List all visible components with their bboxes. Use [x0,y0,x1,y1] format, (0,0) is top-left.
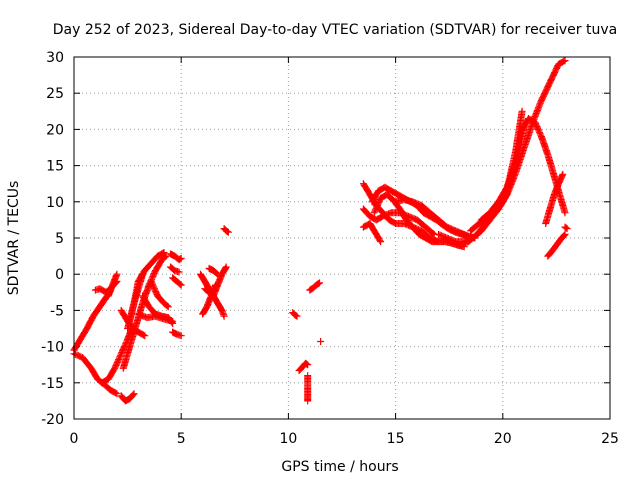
y-tick-label: -15 [41,376,64,392]
y-tick-label: 20 [46,122,64,138]
series-track-04 [98,325,136,387]
series-track-22 [220,225,232,236]
data-point-marks [220,225,232,236]
data-point-marks [317,338,325,345]
series-track-24 [295,359,312,374]
plot-frame [73,56,611,420]
series-track-39 [542,170,567,227]
tick-labels: 0 5 10 15 20 25 -20 -15 -10 -5 0 5 10 15 20 25 30 [41,50,619,447]
data-point-marks [104,270,121,300]
data-point-marks [167,263,183,276]
series-track-12 [139,292,177,327]
series-track-41 [561,223,571,233]
y-tick-label: -5 [50,303,64,319]
grid-lines [74,57,610,419]
series-track-21 [205,264,222,278]
series-track-26 [306,279,323,294]
x-tick-label: 25 [601,431,619,447]
data-point-marks [98,325,136,387]
y-tick-label: -20 [41,412,64,428]
data-point-marks [359,220,385,246]
y-tick-label: 30 [46,50,64,66]
data-point-marks [306,279,323,294]
y-tick-label: 25 [46,86,64,102]
data-point-marks [289,309,301,320]
series-track-10 [126,270,147,325]
y-tick-label: 0 [55,267,64,283]
series-track-14 [167,250,185,264]
series-track-37 [477,122,528,224]
data-point-marks [205,264,222,278]
series-track-05 [104,270,121,300]
series-track-15 [167,263,183,276]
data-point-marks [117,390,138,405]
series-track-17 [169,328,185,340]
data-point-marks [295,359,312,374]
x-tick-label: 10 [279,431,297,447]
data-point-marks [544,230,569,260]
series-track-33 [392,196,477,242]
y-tick-label: -10 [41,340,64,356]
series-track-13 [147,277,172,311]
x-tick-label: 5 [177,431,186,447]
data-point-marks [392,196,477,242]
x-axis-title: GPS time / hours [281,459,398,475]
data-point-marks [542,170,567,227]
y-axis-title: SDTVAR / TECUs [6,181,22,296]
series-track-30 [359,220,385,246]
series-track-23 [289,309,301,320]
data-point-marks [147,277,172,311]
x-tick-label: 0 [70,431,79,447]
data-point-marks [139,292,177,327]
data-point-marks [169,274,185,289]
chart-title: Day 252 of 2023, Sidereal Day-to-day VTE… [53,22,617,38]
y-tick-label: 5 [55,231,64,247]
data-points [70,57,571,405]
series-track-06 [117,390,138,405]
data-point-marks [169,328,185,340]
data-point-marks [70,287,114,354]
x-tick-label: 15 [387,431,405,447]
series-track-25 [304,372,312,405]
y-tick-label: 10 [46,195,64,211]
data-point-marks [201,263,230,300]
series-track-20 [201,263,230,300]
series-track-40 [544,230,569,260]
series-track-01 [70,287,114,354]
series-track-16 [169,274,185,289]
series-track-27 [317,338,325,345]
x-tick-label: 20 [494,431,512,447]
data-point-marks [126,270,147,325]
y-tick-label: 15 [46,159,64,175]
data-point-marks [561,223,571,233]
data-point-marks [304,372,312,405]
data-point-marks [167,250,185,264]
data-point-marks [477,122,528,224]
